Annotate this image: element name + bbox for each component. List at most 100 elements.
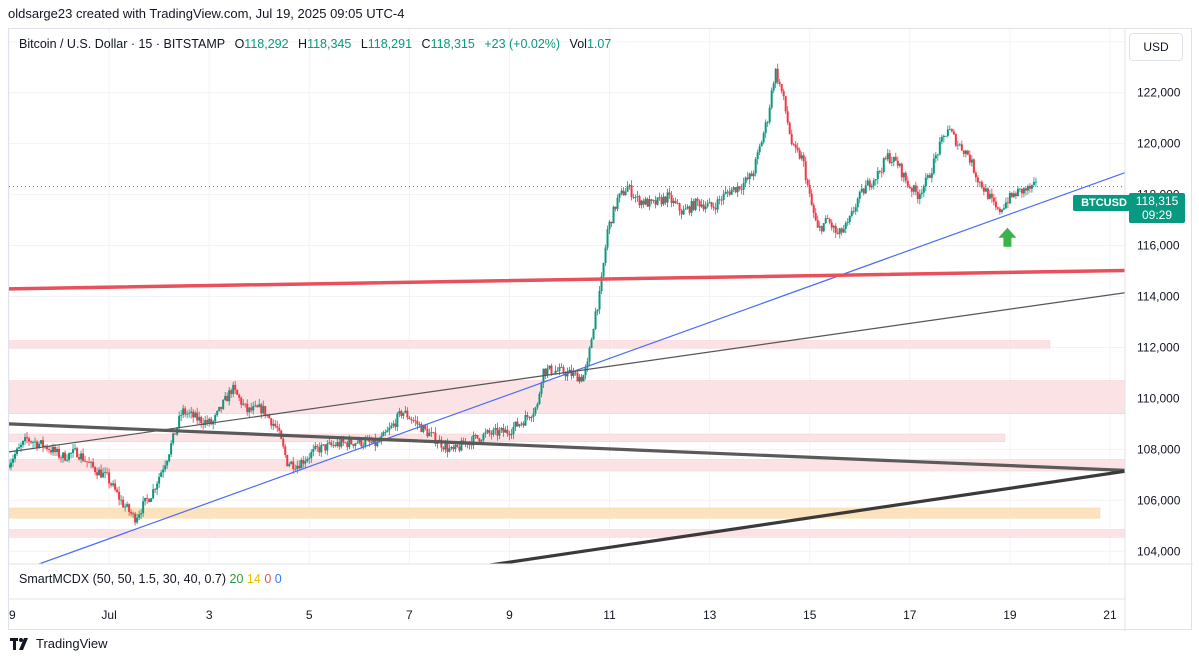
candle-body: [886, 153, 889, 160]
candle-body: [422, 425, 425, 433]
candle-body: [716, 199, 719, 210]
candle-body: [892, 156, 895, 163]
candle-body: [650, 199, 653, 201]
candle-body: [824, 218, 827, 224]
candle-body: [82, 453, 85, 461]
indicator-value-1: 20: [229, 572, 244, 586]
candle-body: [666, 192, 669, 203]
candle-body: [522, 423, 525, 426]
candle-body: [702, 204, 705, 210]
candle-body: [772, 83, 775, 91]
candle-body: [538, 393, 541, 404]
candle-body: [352, 444, 355, 446]
ohlc-legend: Bitcoin / U.S. Dollar · 15 · BITSTAMP O1…: [19, 37, 617, 51]
candle-body: [796, 147, 799, 151]
indicator-legend[interactable]: SmartMCDX (50, 50, 1.5, 30, 40, 0.7) 20 …: [19, 572, 282, 586]
symbol-label[interactable]: Bitcoin / U.S. Dollar · 15 · BITSTAMP: [19, 37, 226, 51]
candle-body: [720, 199, 723, 201]
candle-body: [728, 191, 731, 195]
candle-body: [412, 420, 415, 421]
candle-body: [852, 211, 855, 212]
candle-body: [370, 441, 373, 443]
candle-body: [10, 462, 13, 468]
y-tick-label: 116,000: [1137, 239, 1180, 253]
candle-body: [598, 290, 601, 310]
candle-body: [414, 420, 417, 422]
candle-body: [332, 444, 335, 446]
candle-body: [980, 181, 983, 188]
candle-body: [120, 499, 123, 501]
candle-body: [362, 445, 365, 447]
candle-body: [576, 372, 579, 382]
candle-body: [962, 150, 965, 154]
candle-body: [338, 442, 341, 447]
candle-body: [544, 368, 547, 375]
trend-line: [9, 268, 1125, 291]
candle-body: [316, 445, 319, 448]
candle-body: [932, 158, 935, 174]
candle-body: [150, 498, 153, 502]
candle-body: [668, 192, 671, 195]
candle-body: [794, 144, 797, 148]
change-value: +23 (+0.02%): [484, 37, 561, 51]
plot-layer: [9, 63, 1125, 564]
candle-body: [408, 417, 411, 420]
candle-body: [686, 206, 689, 209]
candle-body: [612, 206, 615, 224]
candle-body: [324, 444, 327, 451]
candle-body: [902, 172, 905, 178]
candle-body: [122, 499, 125, 508]
candle-body: [1018, 188, 1021, 190]
candle-body: [444, 443, 447, 450]
candle-body: [946, 129, 949, 136]
y-tick-label: 122,000: [1137, 86, 1181, 100]
candle-body: [940, 137, 943, 142]
candle-body: [746, 177, 749, 180]
candle-body: [40, 440, 43, 444]
candle-body: [762, 133, 765, 143]
ticker-price-label: BTCUSD: [1073, 195, 1135, 211]
y-tick-label: 114,000: [1137, 290, 1180, 304]
candle-body: [156, 483, 159, 490]
footer-brand[interactable]: TradingView: [36, 636, 108, 651]
candle-body: [162, 469, 165, 473]
candle-body: [356, 442, 359, 444]
candle-body: [540, 382, 543, 394]
candle-body: [894, 156, 897, 161]
candle-body: [302, 460, 305, 464]
candle-body: [916, 191, 919, 200]
zone-rect: [9, 340, 1051, 349]
open-value: 118,292: [244, 37, 289, 51]
candle-body: [54, 447, 57, 453]
price-chart[interactable]: 124,000122,000120,000118,000116,000114,0…: [9, 29, 1193, 631]
footer: TradingView: [10, 636, 108, 651]
y-tick-label: 112,000: [1137, 340, 1180, 354]
candle-body: [978, 181, 981, 183]
candle-body: [132, 513, 135, 515]
candle-body: [350, 438, 353, 445]
candle-body: [934, 155, 937, 159]
candle-body: [388, 427, 391, 431]
candle-body: [694, 198, 697, 210]
candle-body: [116, 489, 119, 492]
candle-body: [606, 229, 609, 248]
candle-body: [496, 427, 499, 436]
chart-frame[interactable]: 124,000122,000120,000118,000116,000114,0…: [8, 28, 1193, 631]
candle-body: [110, 483, 113, 486]
candle-body: [820, 226, 823, 232]
candle-body: [84, 460, 87, 462]
candle-body: [130, 511, 133, 514]
candle-body: [958, 144, 961, 146]
candle-body: [928, 175, 931, 178]
currency-button[interactable]: USD: [1129, 33, 1183, 61]
candle-body: [664, 196, 667, 203]
candle-body: [344, 442, 347, 444]
open-label: O: [234, 37, 245, 51]
candle-body: [382, 432, 385, 437]
candle-body: [560, 367, 563, 368]
candle-body: [450, 446, 453, 449]
last-price-value: 118,315: [1135, 194, 1179, 208]
candle-body: [904, 172, 907, 181]
up-arrow-icon: [998, 227, 1017, 247]
candle-body: [798, 150, 801, 159]
